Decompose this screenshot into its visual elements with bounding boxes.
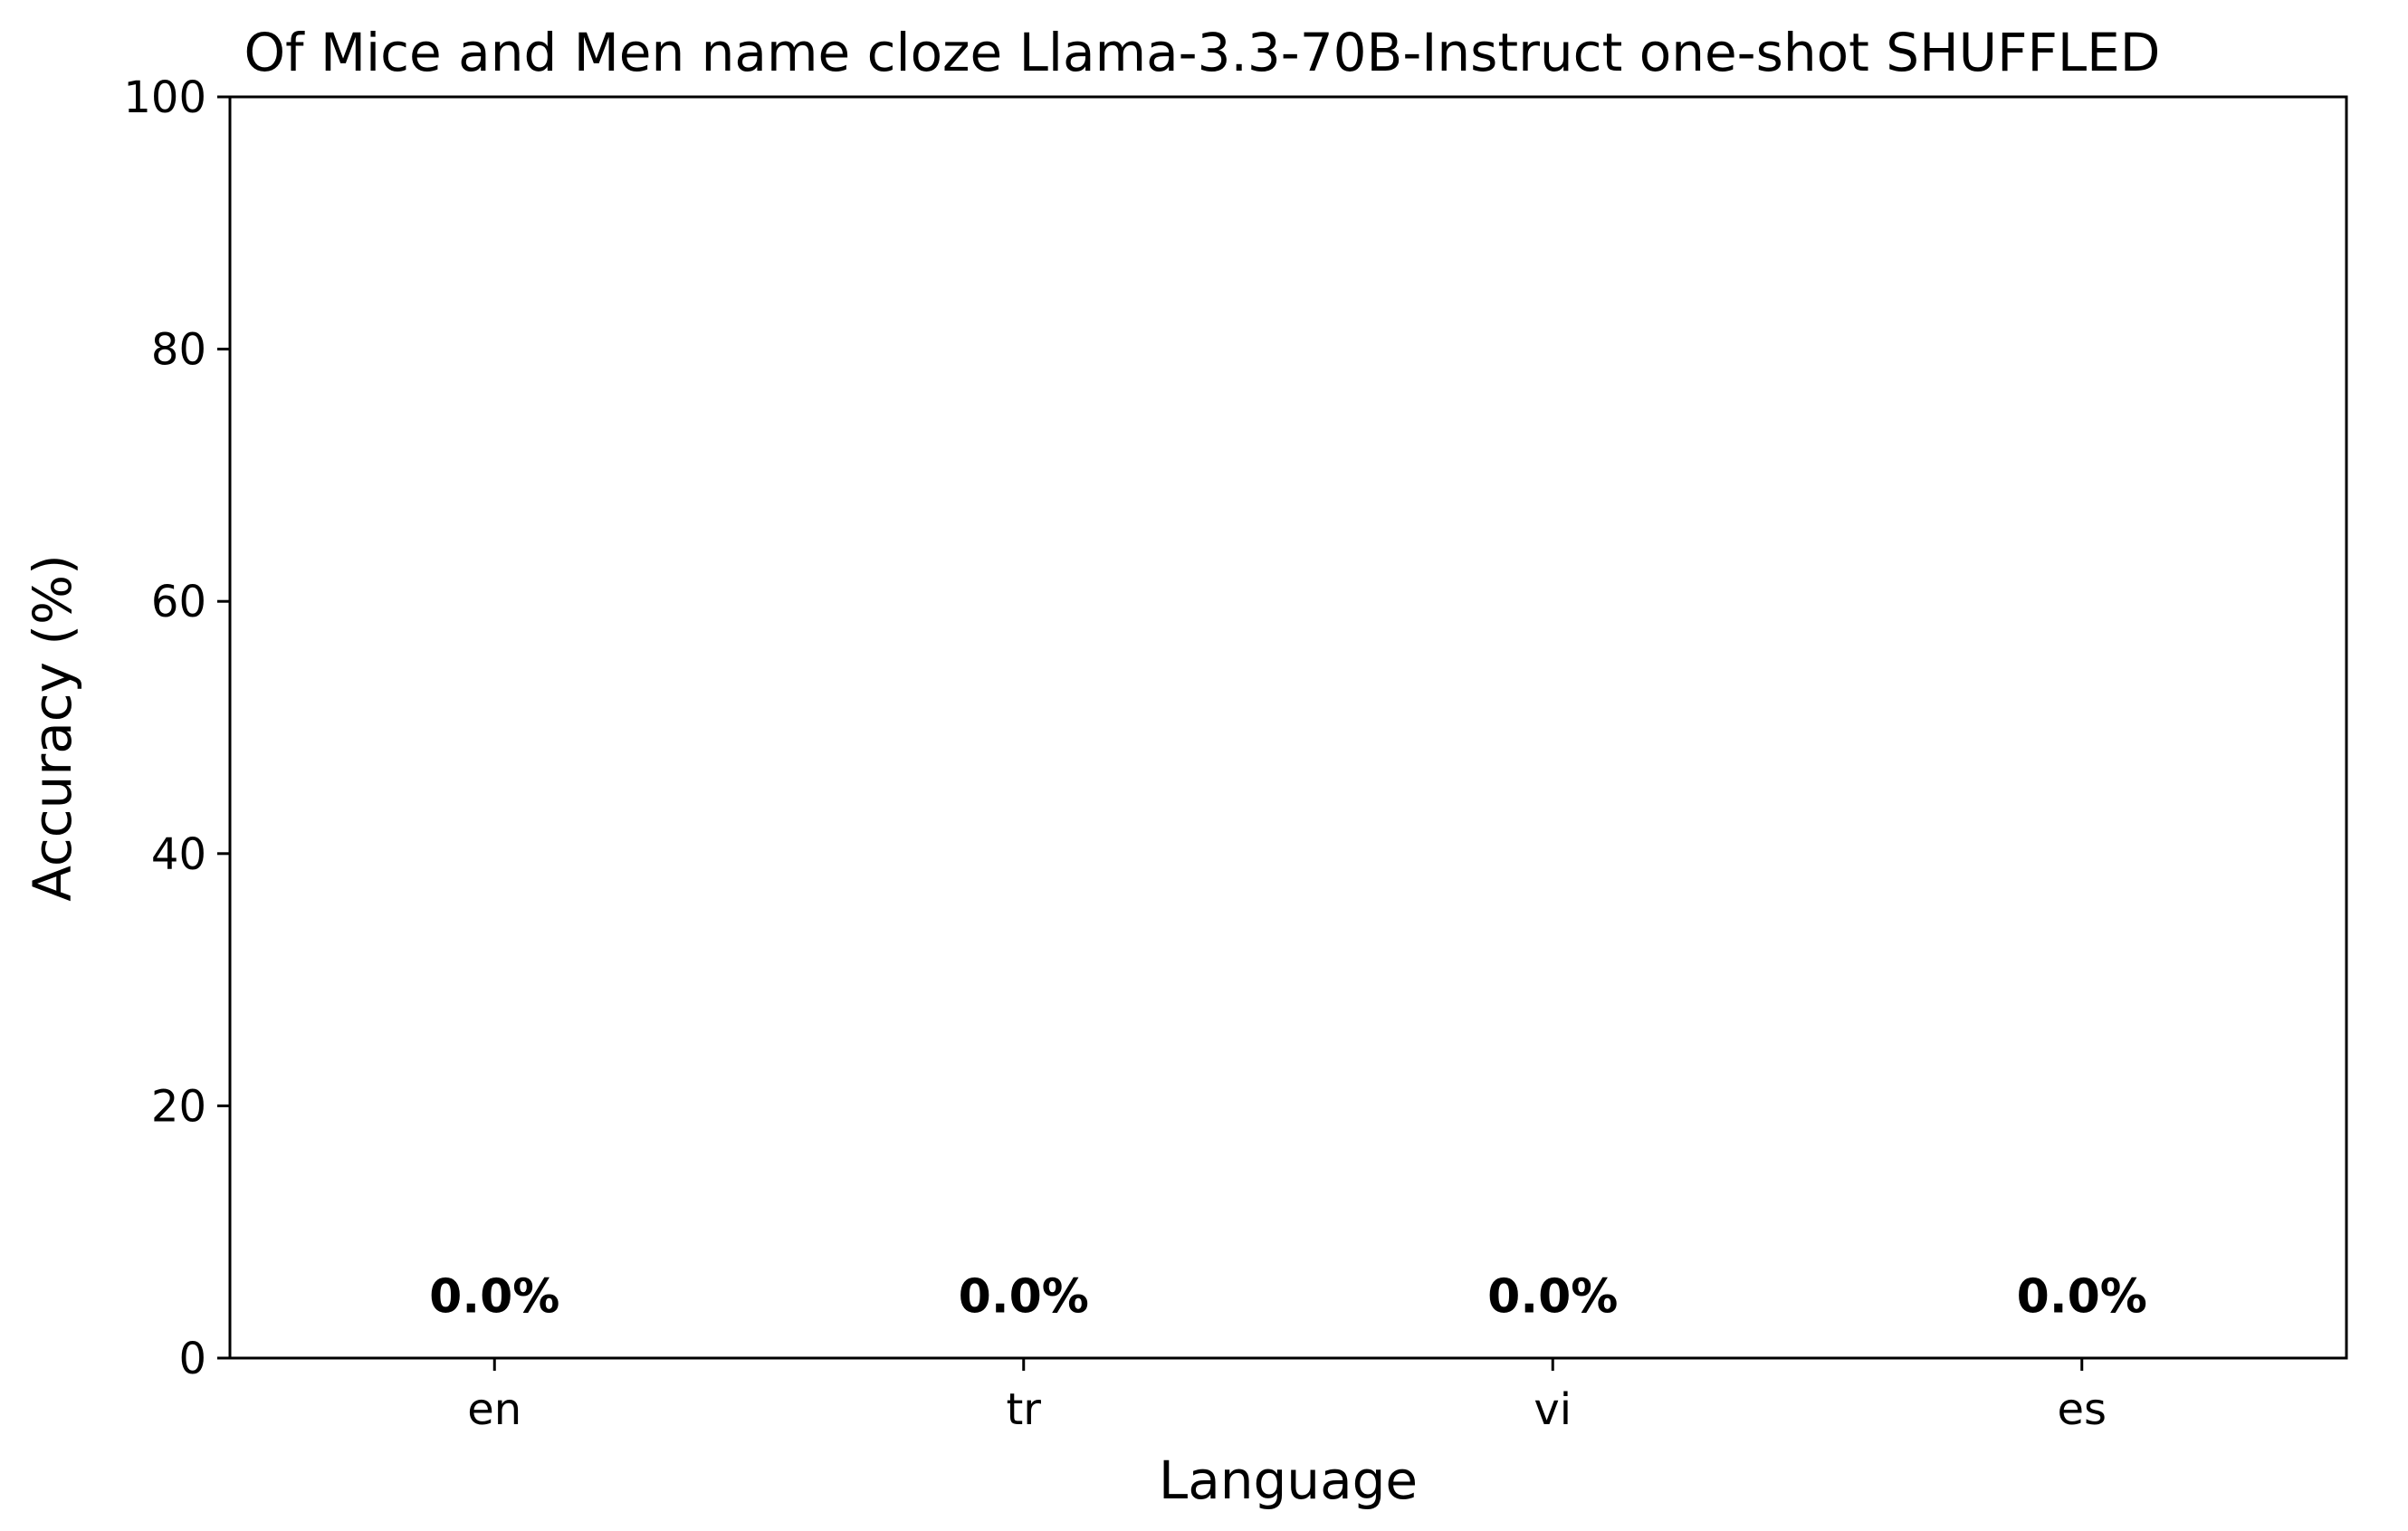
plot-frame — [228, 95, 2348, 1360]
data-labels: 0.0% 0.0% 0.0% 0.0% — [429, 1269, 2147, 1324]
data-label-es: 0.0% — [2017, 1269, 2147, 1324]
y-tick-label: 40 — [151, 829, 206, 880]
x-axis-ticks: en tr vi es — [467, 1358, 2107, 1435]
x-axis-label: Language — [1159, 1450, 1418, 1511]
data-label-vi: 0.0% — [1487, 1269, 1618, 1324]
y-tick-label: 20 — [151, 1081, 206, 1132]
y-axis-label: Accuracy (%) — [22, 554, 83, 902]
data-label-tr: 0.0% — [959, 1269, 1089, 1324]
y-tick-label: 0 — [178, 1334, 206, 1384]
y-tick-label: 80 — [151, 325, 206, 376]
y-tick-label: 100 — [123, 72, 206, 123]
chart-title: Of Mice and Men name cloze Llama-3.3-70B… — [244, 22, 2161, 83]
x-tick-label: en — [467, 1384, 521, 1435]
x-tick-label: tr — [1006, 1384, 1041, 1435]
x-tick-label: es — [2057, 1384, 2107, 1435]
data-label-en: 0.0% — [429, 1269, 559, 1324]
y-axis-ticks: 0 20 40 60 80 100 — [123, 72, 230, 1384]
y-tick-label: 60 — [151, 577, 206, 627]
x-tick-label: vi — [1534, 1384, 1572, 1435]
